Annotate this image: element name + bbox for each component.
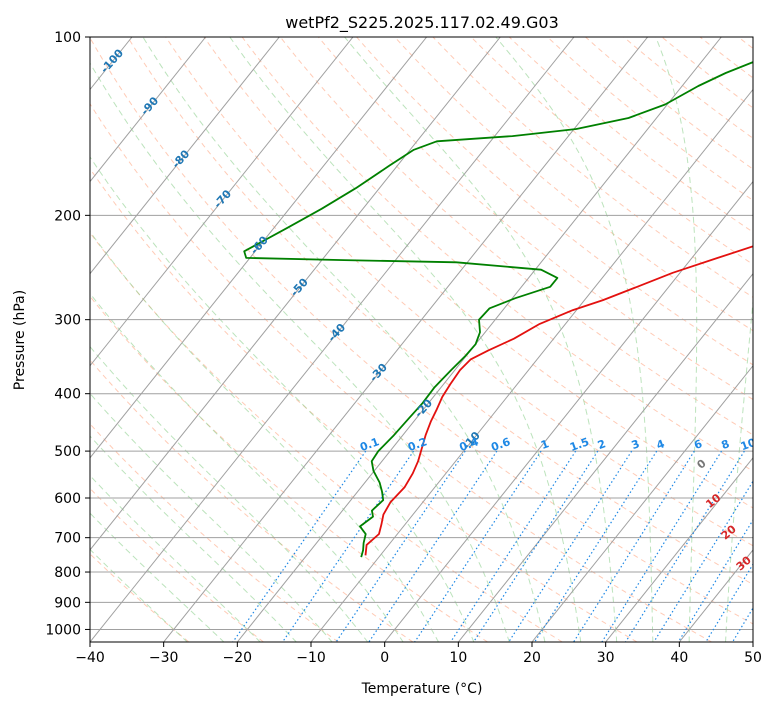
mixing-ratio-label: 0.6 [489,435,512,454]
mixing-ratio-label: 0.2 [406,435,429,454]
mixing-ratio-line [601,450,723,642]
moist-adiabat [725,295,753,642]
moist-adiabat [655,37,698,642]
mixing-ratio-label: 2 [596,437,608,452]
x-tick-label: −40 [75,650,105,666]
mixing-ratio-line [232,450,367,642]
mixing-ratio-label: 10 [739,436,758,454]
mixing-ratio-label: 3 [630,437,642,452]
moist-adiabats [90,37,753,642]
isotherm-line [605,457,753,642]
mixing-ratio-label: 0.4 [458,435,481,454]
moist-adiabat [90,345,369,642]
moist-adiabat [90,548,188,642]
x-tick-label: 10 [449,650,467,666]
x-tick-label: 30 [597,650,615,666]
temperature-trace [364,245,753,556]
dry-adiabat [470,37,753,266]
moist-adiabat [90,512,225,642]
plot-area: -100-90-80-70-60-50-40-30-20-100.1 0.2 0.4… [90,37,771,642]
mixing-ratio-label: 0.1 [358,435,381,454]
mixing-ratio-line [653,480,753,642]
plot-frame [89,36,754,643]
dry-adiabat [547,37,753,201]
dry-adiabat [90,423,339,642]
moist-adiabat [90,435,297,642]
sounding-traces [243,61,753,558]
moist-adiabat [495,37,654,642]
moist-adiabat [229,37,582,642]
y-axis: 100 200 300 400 500 600 700 800 900 1000 [45,30,90,638]
dry-adiabat [90,487,264,642]
moist-adiabat [90,292,404,642]
dry-adiabat [90,37,753,625]
mixing-ratio-label: 1.5 [568,435,591,454]
y-tick-label: 500 [54,444,81,460]
mixing-ratio-line [625,450,745,642]
moist-adiabat [142,37,546,642]
x-axis: −40 −30 −20 −10 0 10 20 30 40 50 [75,642,762,666]
x-tick-label: 20 [523,650,541,666]
dry-adiabat [508,37,753,233]
mixing-ratio-label: 1 [539,437,551,452]
dewpoint-trace [243,61,753,558]
x-tick-label: −30 [149,650,179,666]
moist-adiabat-label: 40 [751,582,771,602]
y-tick-label: 300 [54,313,81,329]
isotherm-line [90,37,354,367]
x-tick-label: −10 [296,650,326,666]
mixing-ratio-line [534,450,658,642]
x-tick-label: −20 [223,650,253,666]
y-tick-label: 100 [54,30,81,46]
mixing-ratio-label: 4 [655,437,667,452]
dry-adiabat [318,37,753,401]
chart-title: wetPf2_S225.2025.117.02.49.G03 [285,13,559,33]
dry-adiabat [90,167,638,642]
y-tick-label: 600 [54,491,81,507]
x-tick-label: 0 [380,650,389,666]
moist-adiabat [90,230,440,642]
isotherm-line [90,37,280,275]
isotherm-line [310,88,753,642]
moist-adiabat [90,62,510,642]
mixing-ratio-line [508,450,633,642]
dry-adiabat [279,37,753,436]
dry-adiabat [165,37,753,547]
y-tick-label: 200 [54,208,81,224]
isotherm-line [163,37,649,642]
dry-adiabat [90,295,488,642]
moist-adiabat [90,156,475,642]
y-tick-label: 700 [54,531,81,547]
mixing-ratio-lines [232,450,753,642]
dry-adiabat [432,37,753,298]
mixing-ratio-line [573,450,695,642]
dry-adiabat [203,37,753,509]
isotherm-line [531,364,753,642]
y-tick-label: 1000 [45,622,81,638]
mixing-ratio-label: 8 [720,437,732,452]
x-axis-label: Temperature (°C) [361,681,483,697]
isotherm-line [90,37,428,459]
isotherm-line [236,37,722,642]
x-tick-label: 50 [744,650,762,666]
y-tick-label: 900 [54,595,81,611]
y-tick-label: 400 [54,387,81,403]
moist-adiabat [90,474,261,642]
dry-adiabat [356,37,753,366]
isotherm-line [384,180,753,642]
x-tick-label: 40 [670,650,688,666]
mixing-ratio-label: 6 [692,437,704,452]
y-axis-label: Pressure (hPa) [12,290,28,390]
isotherm-line [90,37,501,551]
dry-adiabat [90,102,712,642]
moist-adiabat [344,37,618,642]
isotherm-line [90,37,207,183]
isotherm-line [457,272,753,642]
mixing-ratio-line [282,450,415,642]
mixing-ratio-line [335,450,466,642]
y-tick-label: 800 [54,565,81,581]
